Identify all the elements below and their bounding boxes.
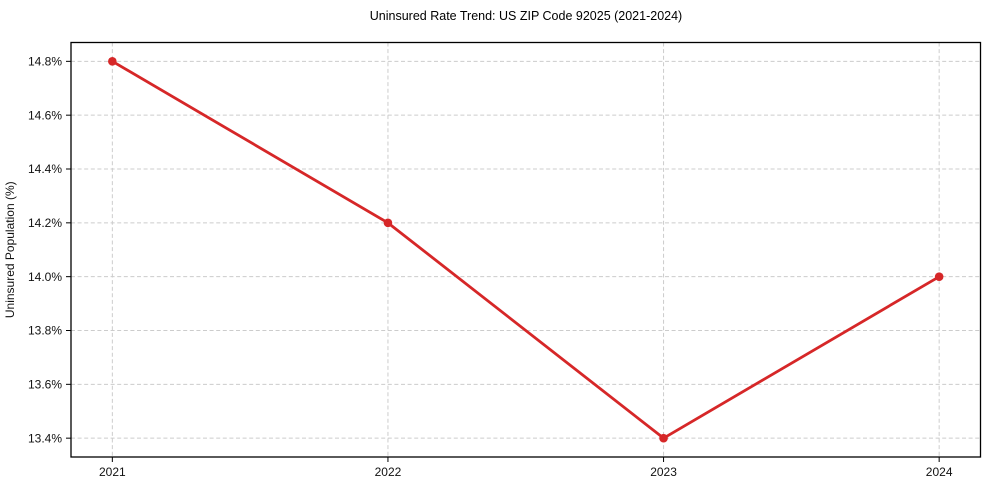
chart-title: Uninsured Rate Trend: US ZIP Code 92025 … — [369, 9, 683, 23]
data-point — [934, 272, 944, 281]
y-tick-label: 13.8% — [28, 324, 62, 338]
data-point — [108, 57, 117, 66]
y-tick-label: 14.2% — [28, 216, 62, 230]
data-point — [659, 433, 668, 443]
x-tick-label: 2023 — [650, 465, 677, 479]
x-tick-label: 2022 — [375, 465, 402, 479]
y-tick-label: 14.8% — [28, 55, 62, 69]
y-tick-label: 13.4% — [28, 431, 62, 445]
data-point — [383, 218, 393, 228]
y-tick-label: 13.6% — [28, 378, 62, 392]
y-tick-label: 14.6% — [28, 108, 62, 122]
y-axis-label: Uninsured Population (%) — [3, 181, 17, 318]
y-tick-label: 14.0% — [28, 270, 62, 284]
plot-border — [70, 41, 982, 458]
x-tick-label: 2024 — [926, 465, 953, 479]
x-tick-label: 2021 — [99, 465, 126, 479]
data-line — [110, 59, 941, 440]
y-tick-label: 14.4% — [28, 162, 62, 176]
